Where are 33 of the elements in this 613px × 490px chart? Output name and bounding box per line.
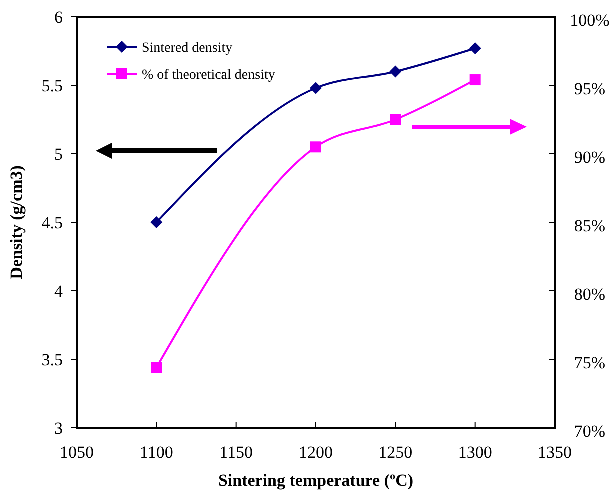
point bbox=[151, 362, 162, 374]
point bbox=[390, 114, 402, 126]
point bbox=[310, 142, 322, 153]
x-tick-label: 1100 bbox=[140, 443, 174, 462]
y2-tick-label: 100% bbox=[570, 11, 610, 30]
y-tick-label: 4.5 bbox=[42, 214, 63, 232]
y-tick-label: 3 bbox=[54, 419, 63, 438]
y2-tick-label: 75% bbox=[574, 354, 606, 372]
point bbox=[469, 42, 482, 55]
point bbox=[470, 74, 481, 86]
legend-label: Sintered density bbox=[142, 41, 233, 56]
y2-tick-label: 80% bbox=[574, 285, 606, 304]
x-tick-label: 1350 bbox=[538, 443, 572, 462]
y-tick-label: 4 bbox=[54, 282, 64, 301]
x-tick-label: 1250 bbox=[378, 443, 413, 462]
point bbox=[390, 66, 402, 78]
x-tick-label: 1150 bbox=[220, 443, 254, 462]
point bbox=[150, 216, 163, 228]
y-tick-label: 5.5 bbox=[42, 76, 63, 96]
y-axis-title: Density (g/cm3) bbox=[7, 166, 26, 280]
x-tick-label: 1200 bbox=[299, 443, 333, 462]
y2-tick-label: 85% bbox=[574, 216, 606, 236]
y-tick-label: 5 bbox=[54, 145, 63, 164]
legend-label: % of theoretical density bbox=[142, 68, 276, 83]
y2-tick-label: 95% bbox=[574, 80, 606, 98]
y-tick-label: 6 bbox=[54, 8, 63, 27]
x-tick-label: 1050 bbox=[60, 443, 94, 462]
x-tick-label: 1300 bbox=[458, 443, 492, 462]
y-tick-label: 3.5 bbox=[42, 350, 63, 370]
point bbox=[310, 82, 322, 94]
y2-tick-label: 70% bbox=[574, 422, 606, 441]
x-axis-title: Sintering temperature (ºC) bbox=[218, 471, 414, 490]
y2-tick-label: 90% bbox=[574, 148, 606, 167]
